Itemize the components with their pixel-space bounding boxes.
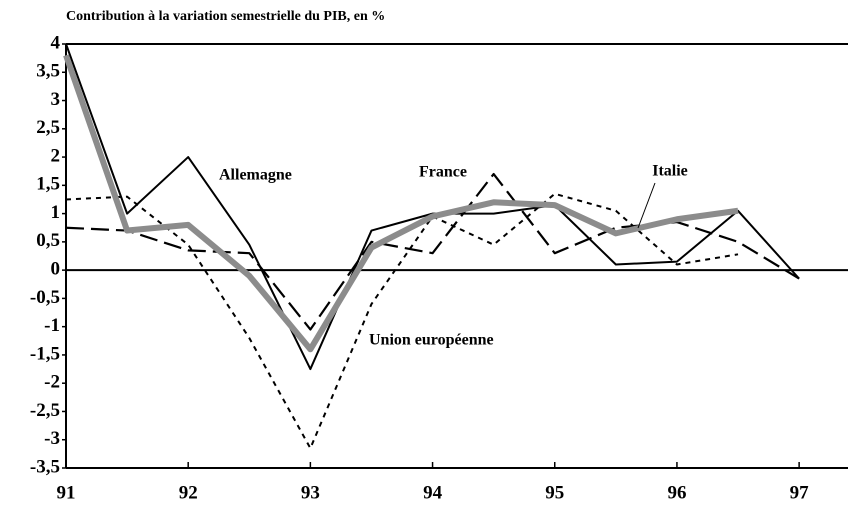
y-tick-label: -3,5 (30, 456, 60, 477)
y-tick-label: 2,5 (36, 117, 60, 138)
series-line (63, 54, 739, 353)
y-tick-label: 2 (51, 145, 61, 166)
y-tick-label: 0 (51, 258, 61, 279)
x-tick-label: 97 (790, 482, 810, 503)
x-tick-label: 93 (301, 482, 320, 503)
series-line (65, 43, 800, 371)
y-tick-label: -2,5 (30, 400, 60, 421)
series-label: Italie (652, 163, 688, 180)
x-tick-label: 96 (667, 482, 686, 503)
chart-title: Contribution à la variation semestrielle… (66, 9, 385, 24)
y-tick-label: -3 (44, 428, 60, 449)
series-label: France (419, 164, 467, 181)
y-tick-label: 3 (51, 89, 61, 110)
x-tick-label: 92 (179, 482, 198, 503)
y-tick-label: -2 (44, 372, 60, 393)
y-tick-label: -1,5 (30, 343, 60, 364)
y-tick-label: 1 (51, 202, 61, 223)
leader-line (637, 182, 656, 229)
y-tick-label: -1 (44, 315, 60, 336)
x-tick-label: 95 (545, 482, 564, 503)
y-tick-label: 4 (51, 32, 61, 53)
y-tick-label: 3,5 (36, 61, 60, 82)
series-line (65, 192, 739, 450)
y-tick-label: 0,5 (36, 230, 60, 251)
y-tick-label: 1,5 (36, 174, 60, 195)
x-tick-label: 94 (423, 482, 443, 503)
y-tick-label: -0,5 (30, 287, 60, 308)
series-label: Union européenne (369, 332, 494, 349)
series-label: Allemagne (219, 167, 292, 184)
x-tick-label: 91 (57, 482, 76, 503)
